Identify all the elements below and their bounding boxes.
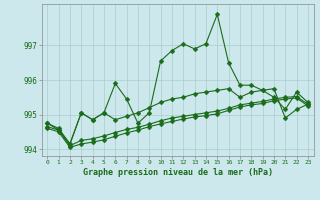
X-axis label: Graphe pression niveau de la mer (hPa): Graphe pression niveau de la mer (hPa) (83, 168, 273, 177)
